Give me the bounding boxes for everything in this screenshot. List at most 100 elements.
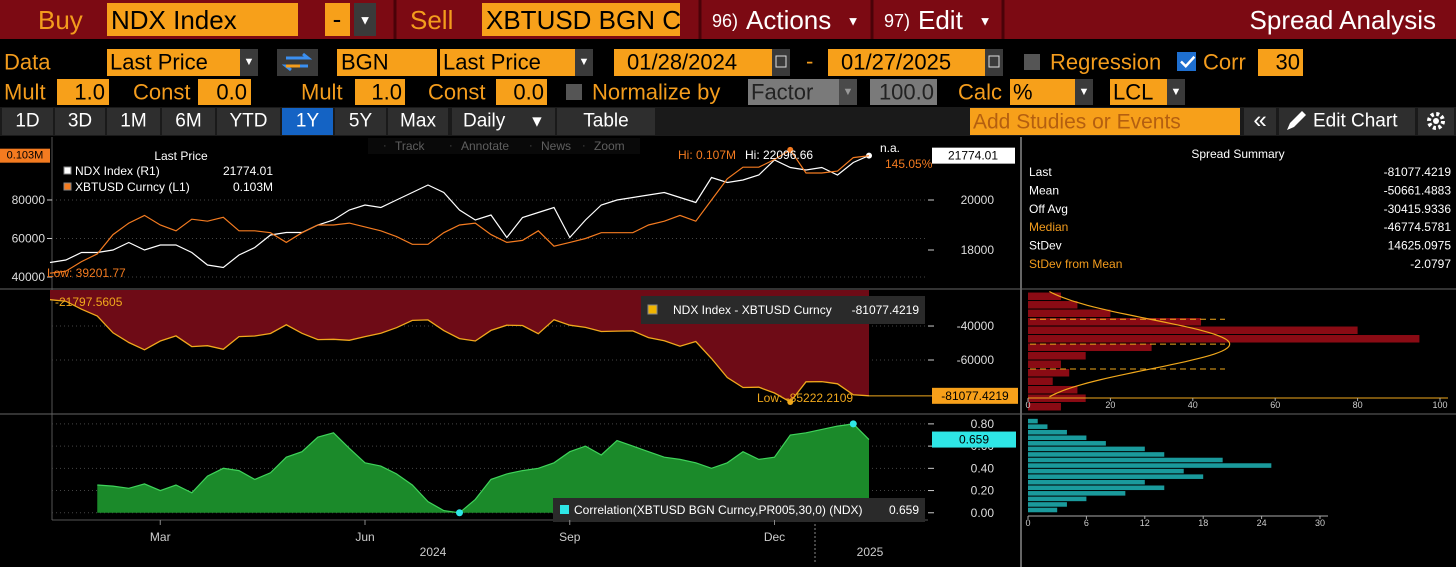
sell-source: BGN — [341, 50, 389, 75]
range-tab-label: 1Y — [296, 111, 320, 132]
histogram-tick-label: 24 — [1257, 518, 1267, 528]
legend-swatch — [560, 505, 569, 514]
start-date: 01/28/2024 — [627, 50, 737, 75]
summary-title: Spread Summary — [1191, 147, 1284, 161]
sell-const-label: Const — [428, 80, 485, 105]
sell-field-input[interactable] — [440, 49, 593, 76]
sell-const-input[interactable] — [496, 79, 547, 105]
buy-field: Last Price — [110, 50, 208, 75]
dropdown[interactable] — [240, 49, 258, 76]
check-mark — [1180, 55, 1196, 69]
summary-label: Mean — [1029, 183, 1059, 197]
factor-input[interactable] — [748, 79, 857, 105]
annotation: Low: -85222.2109 — [757, 391, 853, 405]
buy-const-label: Const — [133, 80, 190, 105]
collapse-button[interactable] — [1244, 108, 1276, 135]
sell-source-input[interactable] — [337, 49, 437, 76]
y-tick-label: 0.00 — [971, 506, 995, 520]
legend-entry: NDX Index - XBTUSD Curncy — [673, 303, 832, 317]
normalize-label: Normalize by — [592, 80, 720, 105]
swap-button[interactable] — [277, 49, 318, 76]
calendar-button[interactable] — [772, 49, 790, 76]
summary-value: -46774.5781 — [1384, 220, 1452, 234]
normalize-checkbox[interactable] — [566, 84, 582, 100]
edit-menu[interactable]: Edit — [918, 5, 964, 35]
calendar-button[interactable] — [985, 49, 1003, 76]
gear-icon — [1433, 118, 1439, 124]
histogram-bar — [1028, 343, 1152, 352]
buy-mult: 1.0 — [74, 80, 105, 105]
buy-field-input[interactable] — [107, 49, 258, 76]
dropdown[interactable] — [839, 79, 857, 105]
currency: LCL — [1113, 80, 1153, 105]
last-value: 0.103M — [7, 150, 44, 162]
date-separator: - — [806, 49, 813, 74]
legend-box — [641, 296, 925, 324]
studies-input[interactable] — [970, 108, 1240, 135]
dropdown[interactable] — [575, 49, 593, 76]
factor-value-input[interactable] — [870, 79, 937, 105]
high-marker — [866, 152, 872, 159]
y-tick-label: 80000 — [12, 193, 46, 207]
dropdown[interactable] — [1167, 79, 1185, 105]
legend-value: 0.659 — [889, 503, 919, 517]
summary-label: Last — [1029, 165, 1052, 179]
corr-checkbox[interactable] — [1177, 52, 1196, 71]
legend-entry: Correlation(XBTUSD BGN Curncy,PR005,30,0… — [574, 503, 863, 517]
histogram-bar — [1028, 318, 1202, 326]
range-tab[interactable] — [2, 108, 53, 135]
dropdown-arrow: ▼ — [579, 56, 590, 68]
histogram-bar — [1028, 377, 1053, 385]
dropdown-arrow: ▼ — [843, 86, 854, 98]
histogram-bar — [1028, 335, 1420, 343]
regression-checkbox[interactable] — [1024, 54, 1040, 70]
buy-const-input[interactable] — [198, 79, 251, 105]
histogram-tick-label: 12 — [1140, 518, 1150, 528]
y-tick-label: 20000 — [961, 193, 995, 207]
buy-mult-label: Mult — [4, 80, 46, 105]
histogram-tick-label: 0 — [1025, 518, 1030, 528]
corr-window: 30 — [1276, 50, 1300, 75]
y-tick-label: 40000 — [12, 270, 46, 284]
histogram-tick-label: 60 — [1270, 400, 1280, 410]
operator-input[interactable] — [325, 3, 350, 36]
table-button[interactable] — [557, 108, 655, 135]
legend-swatch — [647, 304, 658, 315]
range-tab[interactable] — [162, 108, 215, 135]
range-tab[interactable] — [107, 108, 160, 135]
legend-swatch — [63, 182, 72, 191]
collapse-icon: « — [1253, 107, 1266, 134]
range-tab[interactable] — [335, 108, 386, 135]
sell-mult-input[interactable] — [355, 79, 405, 105]
corr-window-input[interactable] — [1258, 49, 1303, 76]
studies-placeholder: Add Studies or Events — [973, 111, 1181, 134]
y-tick-label: 0.40 — [971, 461, 995, 475]
y-tick-label: 60000 — [12, 232, 46, 246]
dropdown[interactable] — [1075, 79, 1093, 105]
periodicity-arrow: ▼ — [529, 114, 545, 131]
last-value-box — [932, 387, 1018, 404]
actions-menu[interactable]: Actions — [746, 5, 831, 35]
start-date-input[interactable] — [614, 49, 790, 76]
periodicity-button[interactable] — [452, 108, 555, 135]
histogram-bar — [1028, 468, 1184, 474]
range-tab[interactable] — [55, 108, 105, 135]
operator-dropdown[interactable] — [354, 3, 376, 36]
range-tab[interactable] — [388, 108, 448, 135]
sell-mult-label: Mult — [301, 80, 343, 105]
histogram-bar — [1028, 452, 1165, 457]
end-date-input[interactable] — [828, 49, 1003, 76]
histogram-bar — [1028, 360, 1061, 369]
legend-value: 21774.01 — [223, 164, 273, 178]
range-tab[interactable] — [217, 108, 280, 135]
histogram-bar — [1028, 446, 1145, 452]
buy-security-input[interactable] — [107, 3, 298, 36]
last-value-box — [0, 148, 50, 163]
sell-const: 0.0 — [513, 80, 544, 105]
histogram-tick-label: 100 — [1432, 400, 1447, 410]
range-tab-label: YTD — [230, 111, 268, 132]
price-line — [49, 149, 870, 274]
range-tab[interactable] — [282, 108, 333, 135]
buy-mult-input[interactable] — [57, 79, 109, 105]
sell-security-input[interactable] — [482, 3, 680, 36]
